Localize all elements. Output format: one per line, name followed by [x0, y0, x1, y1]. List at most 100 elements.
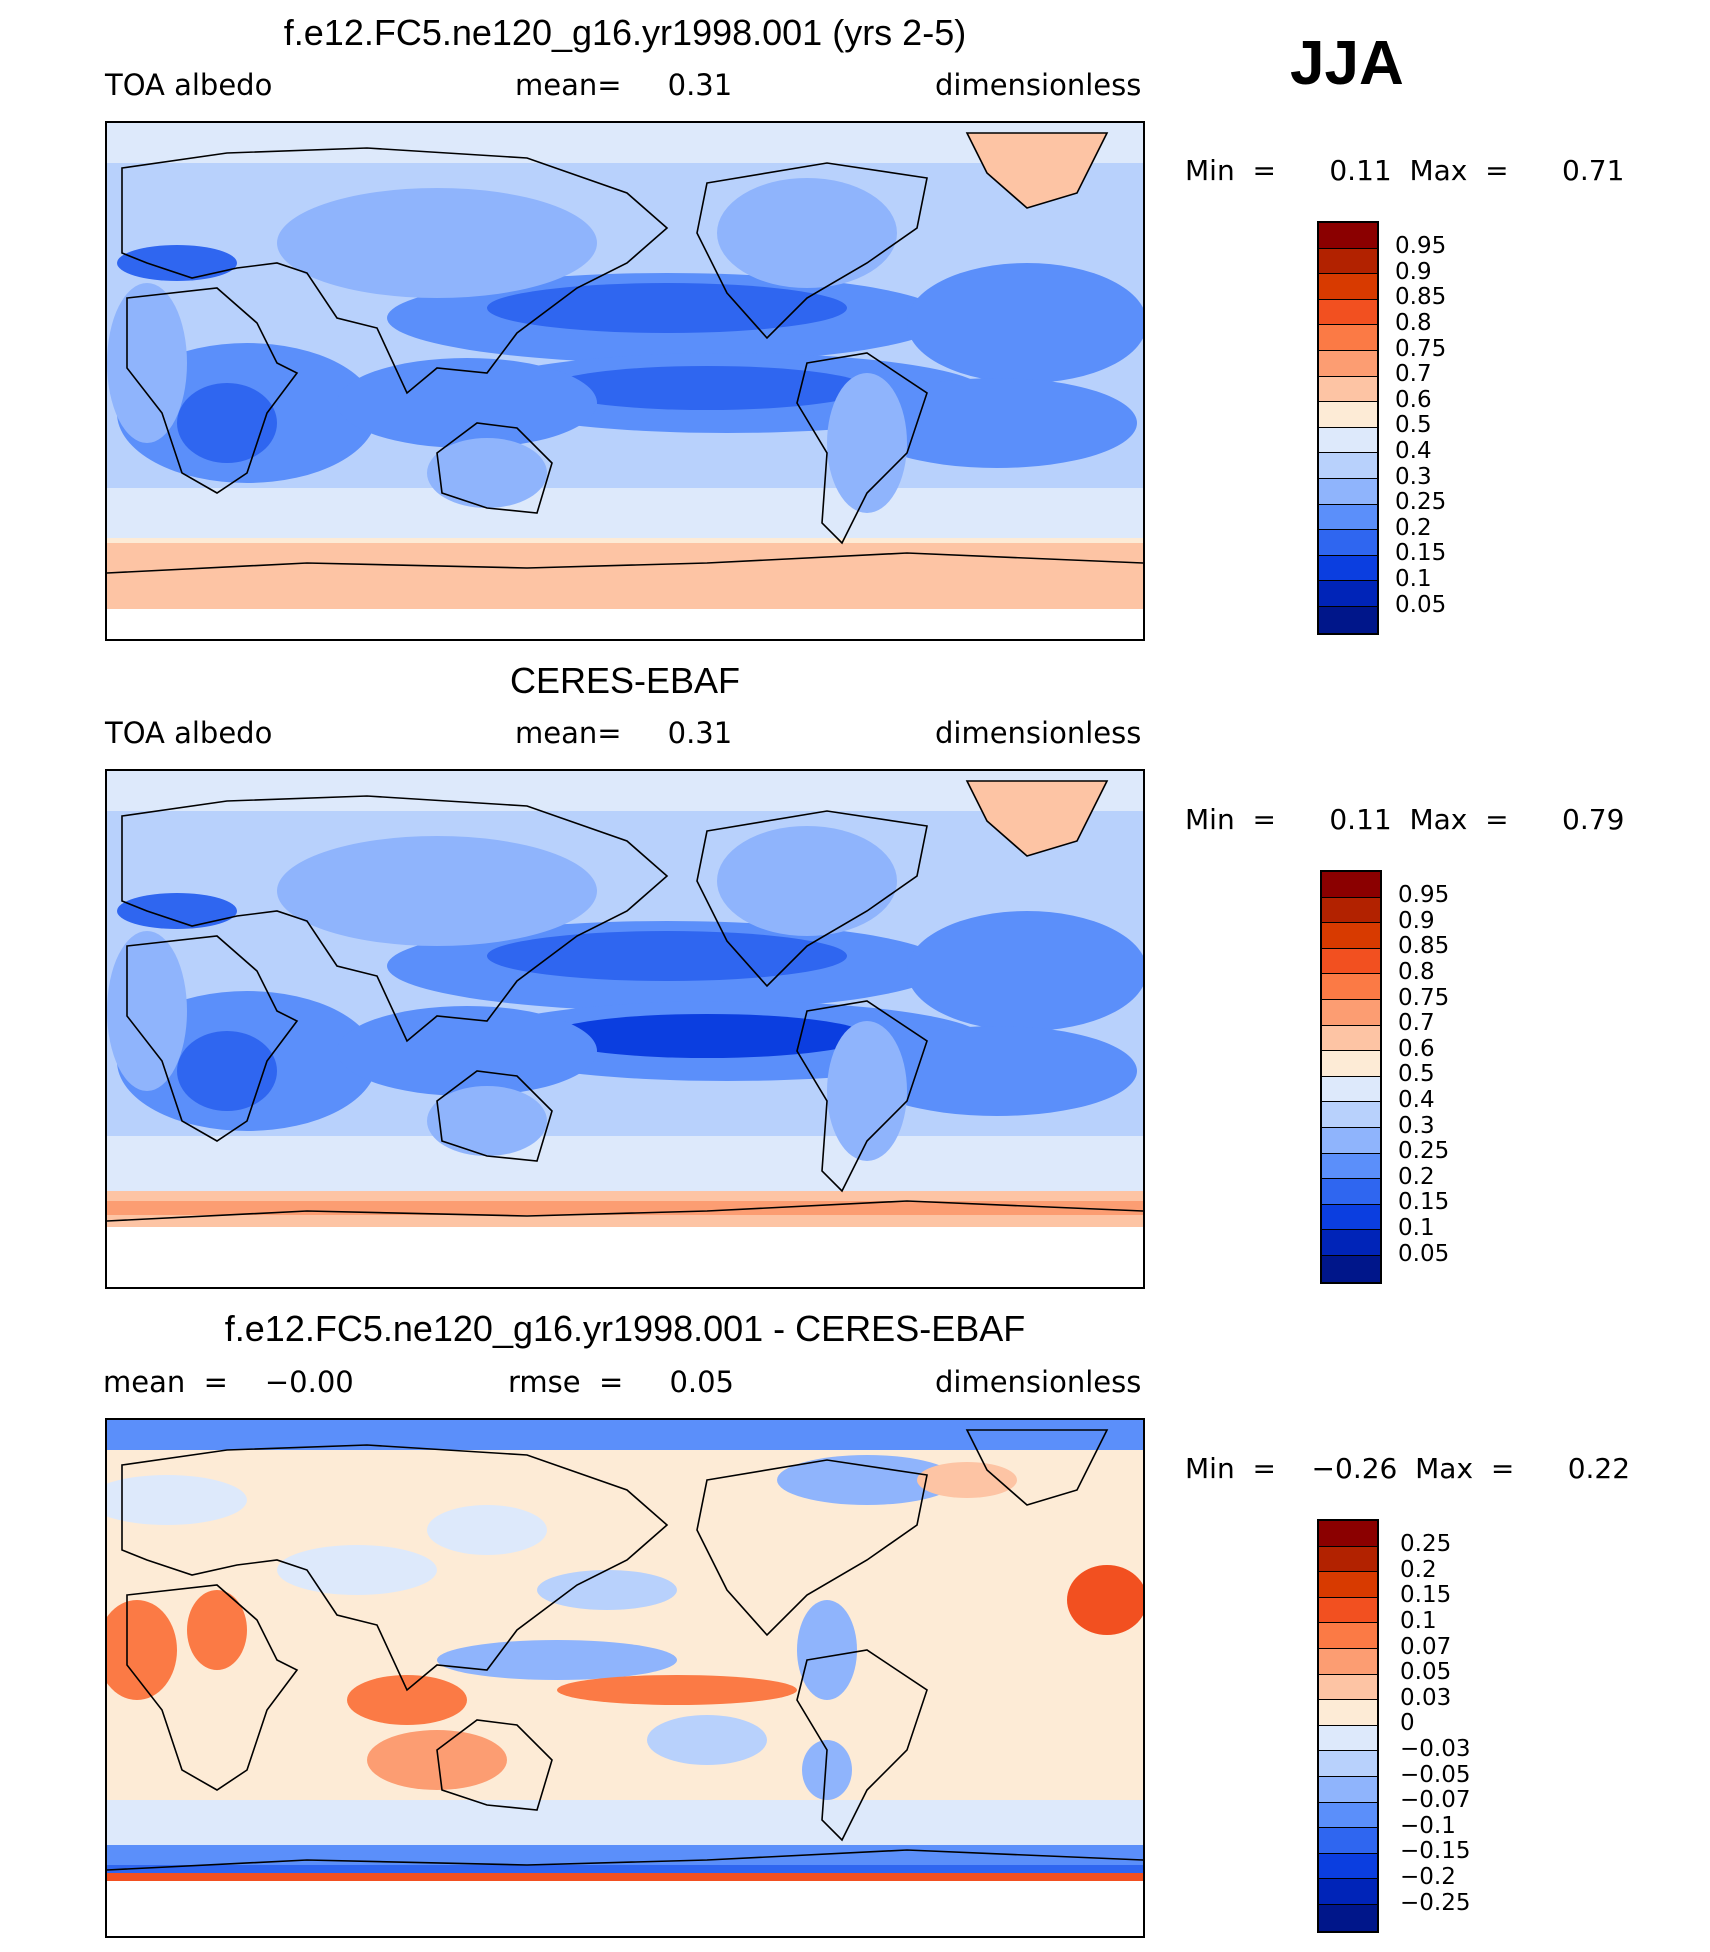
colorbar-label: 0.07 [1400, 1633, 1452, 1660]
colorbar-box [1322, 1179, 1380, 1205]
colorbar-label: 0.5 [1395, 412, 1432, 439]
colorbar-box [1322, 999, 1380, 1026]
colorbar-box [1319, 223, 1377, 249]
colorbar-box [1319, 274, 1377, 300]
season-label: JJA [1290, 29, 1404, 98]
panel-model-map [105, 121, 1145, 641]
colorbar-label: 0.9 [1395, 258, 1432, 285]
colorbar-label: 0.25 [1400, 1531, 1452, 1558]
colorbar-box [1319, 555, 1377, 582]
colorbar-label: 0.4 [1395, 437, 1432, 464]
colorbar-box [1322, 1230, 1380, 1256]
panel-diff-mean: mean = −0.00 [103, 1365, 354, 1399]
panel-model-units: dimensionless [935, 68, 1142, 102]
panel-obs-colorbar [1320, 870, 1382, 1284]
colorbar-box [1319, 376, 1377, 403]
colorbar-label: −0.25 [1400, 1889, 1471, 1916]
panel-obs-mean: mean= 0.31 [515, 716, 733, 750]
coastline [696, 162, 928, 340]
colorbar-label: −0.1 [1400, 1812, 1456, 1839]
colorbar-box [1319, 1648, 1377, 1675]
coastline [121, 1444, 669, 1692]
panel-diff-map [105, 1418, 1145, 1938]
colorbar-label: 0.95 [1395, 233, 1447, 260]
colorbar-box [1322, 923, 1380, 949]
colorbar-box [1319, 1751, 1377, 1777]
colorbar-label: 0.3 [1398, 1112, 1435, 1139]
coastline [436, 1719, 553, 1811]
panel-diff-title: f.e12.FC5.ne120_g16.yr1998.001 - CERES-E… [224, 1308, 1026, 1349]
colorbar-label: −0.03 [1400, 1735, 1471, 1762]
colorbar-box [1322, 897, 1380, 924]
coastline [107, 552, 1143, 574]
colorbar-box [1319, 504, 1377, 531]
panel-diff-rmse: rmse = 0.05 [508, 1365, 735, 1399]
colorbar-label: 0.4 [1398, 1086, 1435, 1113]
colorbar-box [1322, 1051, 1380, 1077]
colorbar-label: 0.7 [1398, 1010, 1435, 1037]
colorbar-box [1322, 948, 1380, 975]
colorbar-label: 0.2 [1400, 1556, 1437, 1583]
panel-obs-map [105, 769, 1145, 1289]
colorbar-box [1322, 974, 1380, 1000]
colorbar-label: 0.1 [1398, 1214, 1435, 1241]
coastline [126, 1584, 299, 1791]
colorbar-box [1322, 1102, 1380, 1128]
colorbar-label: 0.05 [1400, 1659, 1452, 1686]
colorbar-label: −0.07 [1400, 1787, 1471, 1814]
colorbar-label: 0.03 [1400, 1684, 1452, 1711]
panel-obs-field [107, 771, 1143, 1287]
panel-obs-variable: TOA albedo [105, 716, 273, 750]
colorbar-label: −0.2 [1400, 1863, 1456, 1890]
colorbar-label: 0.6 [1395, 386, 1432, 413]
coastline [796, 352, 928, 545]
coastline [436, 422, 553, 514]
colorbar-label: 0.8 [1395, 309, 1432, 336]
coastline [126, 935, 299, 1142]
colorbar-box [1319, 1674, 1377, 1701]
coastline [796, 1000, 928, 1193]
colorbar-box [1319, 1700, 1377, 1726]
coastline [965, 780, 1109, 857]
colorbar-box [1319, 1776, 1377, 1803]
colorbar-box [1319, 325, 1377, 351]
colorbar-box [1319, 1597, 1377, 1624]
colorbar-label: 0.7 [1395, 361, 1432, 388]
colorbar-label: −0.15 [1400, 1838, 1471, 1865]
colorbar-box [1319, 581, 1377, 607]
colorbar-label: 0.85 [1395, 284, 1447, 311]
colorbar-label: 0.25 [1395, 489, 1447, 516]
panel-diff-minmax: Min = −0.26 Max = 0.22 [1185, 1452, 1631, 1485]
panel-model-variable: TOA albedo [105, 68, 273, 102]
panel-obs-units: dimensionless [935, 716, 1142, 750]
colorbar-box [1322, 1255, 1380, 1282]
colorbar-box [1319, 1828, 1377, 1854]
colorbar-box [1319, 1904, 1377, 1931]
colorbar-box [1319, 427, 1377, 454]
panel-model-colorbar [1317, 221, 1379, 635]
colorbar-box [1322, 1127, 1380, 1154]
colorbar-label: 0.2 [1398, 1163, 1435, 1190]
colorbar-box [1319, 350, 1377, 377]
colorbar-box [1319, 248, 1377, 275]
panel-diff-colorbar [1317, 1519, 1379, 1933]
colorbar-box [1319, 530, 1377, 556]
panel-model-minmax: Min = 0.11 Max = 0.71 [1185, 154, 1625, 187]
colorbar-label: 0.75 [1398, 984, 1450, 1011]
panel-model-mean: mean= 0.31 [515, 68, 733, 102]
coastline [696, 810, 928, 988]
colorbar-label: 0.85 [1398, 933, 1450, 960]
colorbar-label: 0.15 [1400, 1582, 1452, 1609]
panel-diff-field [107, 1420, 1143, 1936]
coastline [965, 132, 1109, 209]
colorbar-box [1319, 1521, 1377, 1547]
colorbar-label: 0.1 [1400, 1607, 1437, 1634]
colorbar-label: 0.6 [1398, 1035, 1435, 1062]
colorbar-label: −0.05 [1400, 1761, 1471, 1788]
colorbar-label: 0.75 [1395, 335, 1447, 362]
coastline [121, 795, 669, 1043]
colorbar-label: 0.95 [1398, 882, 1450, 909]
colorbar-label: 0 [1400, 1710, 1415, 1737]
colorbar-label: 0.05 [1398, 1240, 1450, 1267]
colorbar-label: 0.9 [1398, 907, 1435, 934]
